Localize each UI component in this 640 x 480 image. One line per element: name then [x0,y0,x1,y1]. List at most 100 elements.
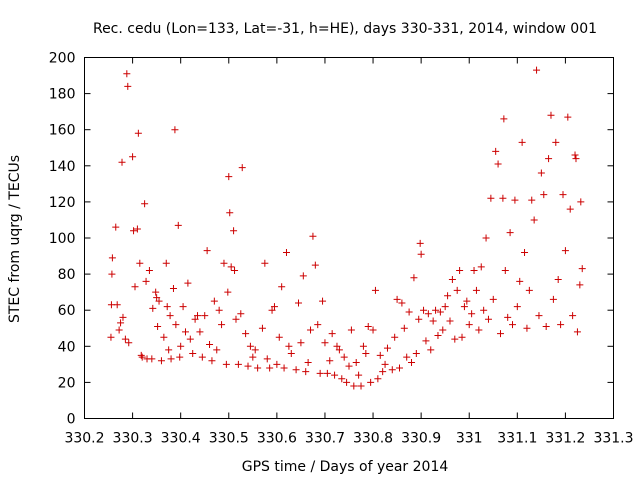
data-point [518,138,526,146]
data-point [275,333,283,341]
data-point [179,303,187,311]
data-point [131,283,139,291]
data-point [118,158,126,166]
data-point [499,194,507,202]
data-point [513,303,521,311]
data-point [506,229,514,237]
data-point [261,259,269,267]
data-point [393,295,401,303]
data-point [163,303,171,311]
data-point [206,340,214,348]
data-point [381,360,389,368]
data-point [172,321,180,329]
data-point [244,362,252,370]
data-point [222,360,230,368]
data-point [487,194,495,202]
data-point [297,339,305,347]
data-point [379,368,387,376]
data-point [133,225,141,233]
y-tick-label: 180 [49,87,76,103]
data-point [108,270,116,278]
x-tick-label: 330.3 [113,431,153,447]
data-point [547,111,555,119]
data-point [460,303,468,311]
data-point [230,227,238,235]
data-point [152,288,160,296]
data-point [194,312,202,320]
data-point [549,295,557,303]
data-point [145,266,153,274]
data-point [480,306,488,314]
data-point [154,322,162,330]
data-point [408,359,416,367]
data-point [530,216,538,224]
data-point [115,326,123,334]
data-point [326,357,334,365]
data-point [492,147,500,155]
data-point [125,339,133,347]
data-point [347,326,355,334]
data-point [542,322,550,330]
data-point [477,263,485,271]
y-tick-label: 80 [58,267,76,283]
data-point [552,138,560,146]
data-point [511,196,519,204]
data-point [162,259,170,267]
data-point [307,326,315,334]
data-point [108,254,116,262]
data-point [186,335,194,343]
data-point [331,371,339,379]
data-point [359,342,367,350]
data-point [545,155,553,163]
data-point [465,321,473,329]
data-point [557,321,565,329]
data-point [117,319,125,327]
data-point [415,315,423,323]
data-point [137,351,145,359]
x-tick-label: 331.3 [593,431,633,447]
data-point [268,306,276,314]
data-point [475,326,483,334]
data-point [484,315,492,323]
data-point [364,322,372,330]
data-point [299,272,307,280]
data-point [121,335,129,343]
data-point [270,303,278,311]
data-point [198,353,206,361]
data-point [254,364,262,372]
data-point [500,115,508,123]
data-point [314,321,322,329]
data-point [422,337,430,345]
data-point [362,350,370,358]
data-point [333,342,341,350]
data-point [323,369,331,377]
data-point [374,375,382,383]
data-point [220,259,228,267]
data-point [444,292,452,300]
data-point [124,82,132,90]
data-point [181,328,189,336]
data-point [470,266,478,274]
data-point [578,265,586,273]
y-tick-label: 100 [49,231,76,247]
data-point [189,350,197,358]
data-point [138,353,146,361]
data-point [352,359,360,367]
data-point [573,328,581,336]
y-tick-label: 20 [58,375,76,391]
data-point [388,366,396,374]
data-point [141,200,149,208]
x-tick-label: 331.1 [497,431,537,447]
data-point [400,324,408,332]
x-tick-label: 330.9 [401,431,441,447]
data-point [535,312,543,320]
data-point [149,304,157,312]
data-point [533,66,541,74]
data-point [278,283,286,291]
data-point [177,342,185,350]
data-point [448,276,456,284]
data-point [319,297,327,305]
data-point [571,151,579,159]
data-point [234,360,242,368]
data-point [287,350,295,358]
